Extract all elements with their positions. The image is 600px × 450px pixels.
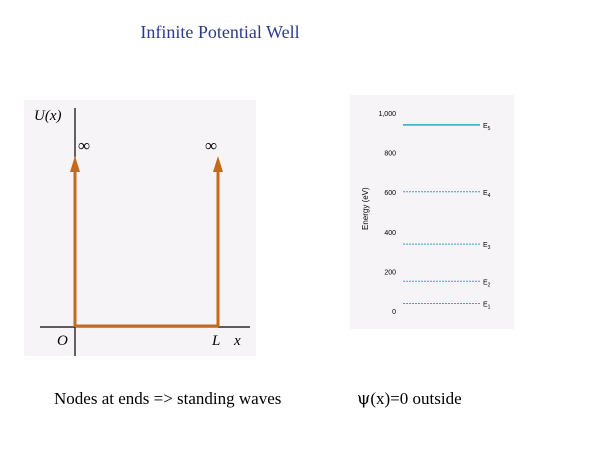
energy-diagram-panel [350, 95, 514, 329]
energy-axis-label: Energy (eV) [361, 187, 370, 230]
psi-caption-text: (x)=0 outside [370, 389, 462, 408]
energy-level-label: E2 [483, 279, 491, 288]
energy-level-label: E4 [483, 190, 491, 199]
x-axis-label: x [233, 333, 241, 349]
energy-level-label: E3 [483, 242, 491, 251]
l-label: L [211, 333, 220, 349]
right-infinity-label: ∞ [205, 136, 217, 155]
energy-tick-label: 600 [384, 190, 396, 197]
energy-tick-label: 1,000 [378, 111, 396, 118]
energy-tick-label: 0 [392, 309, 396, 316]
page-title: Infinite Potential Well [140, 22, 300, 42]
psi-caption: ψ(x)=0 outside [357, 389, 462, 409]
nodes-caption: Nodes at ends => standing waves [54, 389, 282, 408]
left-wall-arrow [70, 156, 80, 172]
energy-level-label: E1 [483, 302, 491, 311]
origin-label: O [57, 333, 68, 349]
well-y-label: U(x) [34, 108, 61, 124]
energy-level-label: E5 [483, 123, 491, 132]
psi-symbol: ψ [357, 389, 371, 409]
left-infinity-label: ∞ [78, 136, 90, 155]
right-wall-arrow [213, 156, 223, 172]
energy-tick-label: 800 [384, 151, 396, 158]
energy-tick-label: 400 [384, 230, 396, 237]
energy-tick-label: 200 [384, 269, 396, 276]
